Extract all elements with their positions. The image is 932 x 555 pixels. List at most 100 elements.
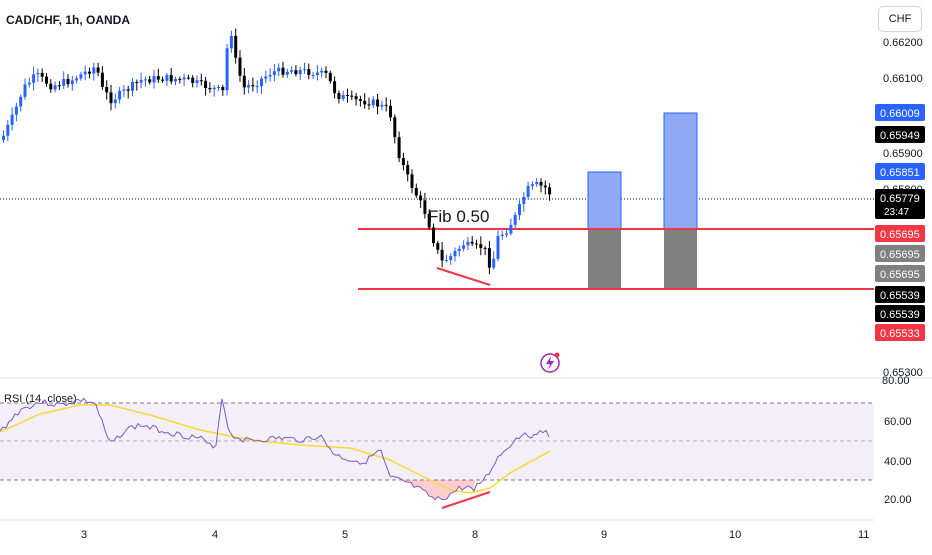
time-tick: 11 xyxy=(858,529,869,541)
candle-body xyxy=(32,74,36,83)
candle-body xyxy=(337,93,341,100)
candle-body xyxy=(234,35,238,58)
stop-zone-1[interactable] xyxy=(588,229,621,289)
target-zone-2[interactable] xyxy=(663,112,698,230)
candle-body xyxy=(328,72,332,82)
candle-body xyxy=(143,79,147,81)
fib-label[interactable]: Fib 0.50 xyxy=(428,207,489,226)
candle-body xyxy=(255,86,259,88)
target-zone-1[interactable] xyxy=(587,171,622,230)
price-label-text: 0.65695 xyxy=(880,269,920,281)
countdown-text: 23:47 xyxy=(884,207,909,218)
candle-body xyxy=(341,95,345,100)
price-label xyxy=(875,189,925,219)
candle-body xyxy=(113,99,117,104)
candle-body xyxy=(346,95,349,97)
candle-body xyxy=(199,80,203,82)
price-tick: 0.65300 xyxy=(883,367,923,379)
price-label-text: 0.65539 xyxy=(880,290,920,302)
candle-body xyxy=(526,185,530,198)
price-label xyxy=(875,163,925,180)
candle-body xyxy=(354,96,358,100)
candle-body xyxy=(414,187,418,196)
candle-body xyxy=(268,75,272,77)
candle-body xyxy=(191,77,195,83)
candle-body xyxy=(135,82,139,84)
symbol-title: CAD/CHF, 1h, OANDA xyxy=(6,13,130,27)
candle-body xyxy=(492,258,496,268)
candle-body xyxy=(45,76,48,84)
candle-body xyxy=(522,197,526,204)
candle-body xyxy=(285,71,289,75)
time-axis[interactable]: 3 4 5 8 9 10 11 xyxy=(81,529,869,541)
candle-body xyxy=(251,85,255,87)
price-label-text: 0.66009 xyxy=(880,108,920,120)
candle-body xyxy=(363,100,367,105)
rsi-ma-line xyxy=(0,404,551,494)
candle-body xyxy=(548,187,552,195)
candle-body xyxy=(324,70,328,73)
price-tick: 0.65900 xyxy=(883,148,923,160)
price-tick: 0.66200 xyxy=(883,37,923,49)
candle-body xyxy=(350,95,354,97)
position-zones[interactable] xyxy=(587,112,698,289)
price-label xyxy=(875,286,925,303)
stop-zone-2[interactable] xyxy=(664,229,697,289)
candle-body xyxy=(75,78,79,81)
rsi-tick: 60.00 xyxy=(884,416,912,428)
candle-body xyxy=(19,96,23,107)
candle-body xyxy=(500,234,504,237)
candle-body xyxy=(36,72,40,75)
price-label xyxy=(875,104,925,121)
price-label-text: 0.65851 xyxy=(880,167,920,179)
candle-body xyxy=(109,92,113,104)
candles[interactable] xyxy=(2,28,552,275)
price-label-text: 0.65949 xyxy=(880,130,920,142)
price-tick: 0.66100 xyxy=(883,73,923,85)
candle-body xyxy=(139,79,143,83)
candle-body xyxy=(66,78,70,85)
rsi-tick: 80.00 xyxy=(882,375,910,387)
candle-body xyxy=(320,70,324,73)
divergence-line-rsi[interactable] xyxy=(441,491,491,509)
candle-body xyxy=(83,71,87,75)
candle-body xyxy=(53,85,57,90)
candle-body xyxy=(148,79,152,83)
price-label-text: 0.65695 xyxy=(880,249,920,261)
candle-body xyxy=(380,104,384,107)
candle-body xyxy=(217,86,220,88)
candle-body xyxy=(505,233,509,235)
currency-button[interactable]: CHF xyxy=(878,6,922,32)
rsi-label[interactable]: RSI (14, close) xyxy=(4,393,77,405)
candle-body xyxy=(242,75,246,88)
time-tick: 3 xyxy=(81,529,87,541)
candle-body xyxy=(96,67,100,73)
price-label-text: 0.65779 xyxy=(880,193,920,205)
candle-body xyxy=(49,83,53,90)
candle-body xyxy=(152,75,156,83)
time-tick: 8 xyxy=(472,529,478,541)
candle-body xyxy=(122,89,126,91)
time-tick: 9 xyxy=(601,529,607,541)
candle-body xyxy=(92,67,96,74)
candle-body xyxy=(169,75,173,82)
divergence-line-price[interactable] xyxy=(436,267,491,286)
candle-body xyxy=(432,227,435,244)
candle-body xyxy=(161,79,165,81)
candle-body xyxy=(453,250,457,257)
price-label xyxy=(875,245,925,262)
candle-body xyxy=(513,214,517,225)
candle-body xyxy=(423,200,427,214)
candle-body xyxy=(419,195,423,201)
candle-body xyxy=(539,181,543,186)
candle-body xyxy=(384,104,388,106)
candle-body xyxy=(294,70,298,75)
candle-body xyxy=(264,76,268,79)
candle-body xyxy=(105,86,109,93)
candle-body xyxy=(156,75,160,80)
rsi-oversold-fill xyxy=(400,480,475,500)
lightning-icon[interactable] xyxy=(540,352,560,373)
candle-body xyxy=(229,35,233,49)
